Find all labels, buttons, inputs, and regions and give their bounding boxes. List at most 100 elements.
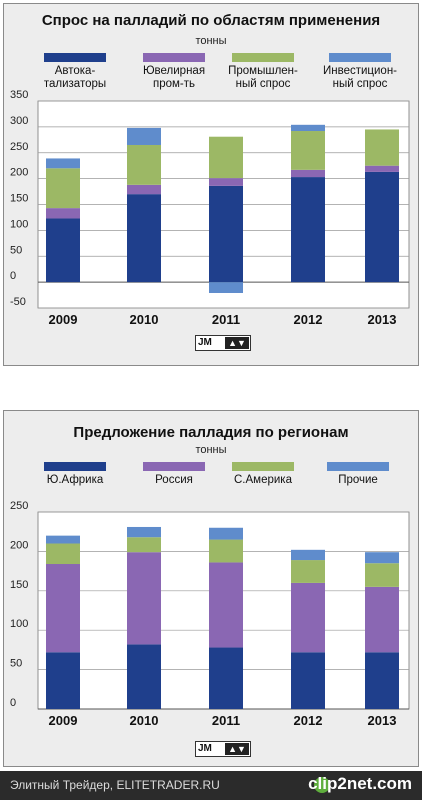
y-tick-label: 100 (10, 218, 28, 230)
y-tick-label: 200 (10, 167, 28, 179)
footer-bar: Элитный Трейдер, ELITETRADER.RU clip2net… (0, 771, 422, 800)
y-tick-label: 350 (10, 89, 28, 101)
x-category-label: 2012 (294, 713, 323, 728)
y-tick-label: 250 (10, 500, 28, 512)
legend-item: С.Америка (211, 462, 315, 487)
legend-swatch (327, 462, 389, 471)
bar-segment (209, 562, 243, 648)
x-category-label: 2009 (49, 713, 78, 728)
y-tick-label: 250 (10, 141, 28, 153)
bar-segment (127, 526, 161, 538)
legend-label: Инвестицион- ный спрос (322, 65, 398, 90)
bar-segment (291, 124, 325, 132)
x-category-label: 2011 (212, 713, 240, 728)
bar-segment (209, 185, 243, 283)
bar-segment (127, 552, 161, 645)
bar-segment (127, 194, 161, 283)
footer-text: Элитный Трейдер, ELITETRADER.RU (10, 778, 220, 792)
y-tick-label: 150 (10, 193, 28, 205)
x-category-label: 2013 (368, 312, 397, 327)
y-tick-label: 50 (10, 658, 22, 670)
legend-swatch (232, 462, 294, 471)
bar-segment (291, 560, 325, 583)
bar-segment (365, 586, 399, 653)
bar-segment (46, 208, 80, 219)
x-category-label: 2012 (294, 312, 323, 327)
legend-swatch (44, 462, 106, 471)
legend-item: Автока- тализаторы (23, 53, 127, 91)
bar-segment (291, 131, 325, 170)
bar-segment (127, 537, 161, 553)
bar-segment (291, 169, 325, 178)
y-tick-label: 100 (10, 618, 28, 630)
legend-item: Россия (122, 462, 226, 487)
bar-segment (291, 177, 325, 283)
x-category-label: 2010 (130, 312, 159, 327)
legend-swatch (232, 53, 294, 62)
bar-segment (46, 168, 80, 209)
jm-logo-text: JM (198, 337, 212, 348)
supply-chart-panel: Предложение палладия по регионам тонны Ю… (3, 410, 419, 767)
bar-segment (209, 527, 243, 540)
bar-segment (127, 127, 161, 145)
bar-segment (127, 144, 161, 185)
legend-swatch (143, 53, 205, 62)
bar-segment (291, 582, 325, 653)
y-tick-label: 200 (10, 539, 28, 551)
bar-segment (365, 129, 399, 166)
y-tick-label: 300 (10, 115, 28, 127)
bar-segment (291, 549, 325, 561)
legend-label: Промышлен- ный спрос (228, 65, 298, 90)
jm-logo-mark-icon: ▲▼ (225, 743, 249, 755)
legend-swatch (44, 53, 106, 62)
bar-segment (46, 543, 80, 565)
x-category-label: 2010 (130, 713, 159, 728)
clip2net-logo-icon (314, 777, 330, 793)
bar-segment (365, 652, 399, 709)
jm-logo: JM ▲▼ (195, 741, 251, 757)
x-category-label: 2009 (49, 312, 78, 327)
legend-label: Россия (155, 474, 193, 486)
bar-segment (209, 136, 243, 179)
legend-item: Промышлен- ный спрос (211, 53, 315, 91)
legend-label: Ю.Африка (46, 474, 104, 486)
legend-label: Прочие (338, 474, 378, 486)
x-category-label: 2013 (368, 713, 397, 728)
bar-segment (46, 652, 80, 709)
bar-segment (365, 563, 399, 587)
legend-swatch (329, 53, 391, 62)
chart-units: тонны (195, 35, 227, 47)
legend-item: Ювелирная пром-ть (122, 53, 226, 91)
bar-segment (209, 282, 243, 293)
x-category-label: 2011 (212, 312, 240, 327)
legend-item: Прочие (306, 462, 410, 487)
bar-segment (209, 178, 243, 186)
legend-label: Автока- тализаторы (43, 65, 107, 90)
footer-brand: clip2net.com (308, 774, 412, 793)
bar-segment (46, 535, 80, 544)
bar-segment (365, 171, 399, 283)
y-tick-label: 0 (10, 270, 16, 282)
legend-label: С.Америка (234, 474, 292, 486)
supply-chart-plot: 0 50 100 150 200 250 2009 2010 2011 2012 2013 (10, 500, 410, 728)
jm-logo: JM ▲▼ (195, 335, 251, 351)
y-tick-label: 0 (10, 697, 16, 709)
bar-segment (291, 652, 325, 709)
jm-logo-mark-icon: ▲▼ (225, 337, 249, 349)
jm-logo-text: JM (198, 743, 212, 754)
bar-segment (209, 647, 243, 709)
legend-item: Ю.Африка (23, 462, 127, 487)
chart-units: тонны (195, 444, 227, 456)
chart-title: Предложение палладия по регионам (73, 424, 349, 441)
demand-chart-panel: Спрос на палладий по областям применения… (3, 3, 419, 366)
bar-segment (127, 184, 161, 195)
y-tick-label: 50 (10, 244, 22, 256)
bar-segment (365, 552, 399, 564)
bar-segment (46, 158, 80, 169)
demand-chart-plot: -50 0 50 100 150 200 250 300 350 2009 2010 2011 2012… (10, 89, 410, 327)
legend-item: Инвестицион- ный спрос (306, 53, 414, 91)
bar-segment (365, 165, 399, 172)
y-tick-label: -50 (10, 296, 26, 308)
legend-swatch (143, 462, 205, 471)
chart-title: Спрос на палладий по областям применения (41, 12, 381, 29)
